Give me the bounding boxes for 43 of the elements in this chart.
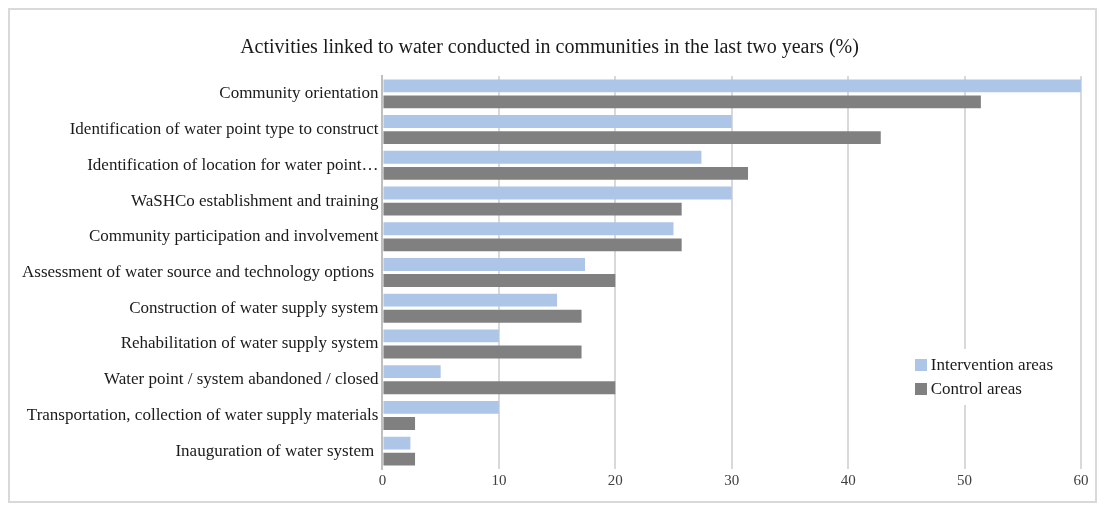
y-tick-label: Identification of water point type to construct	[69, 119, 379, 139]
bar	[383, 131, 881, 145]
bar	[383, 202, 682, 216]
legend-label: Control areas	[930, 379, 1022, 399]
bar	[383, 329, 499, 343]
x-tick-label: 10	[491, 471, 507, 488]
bar	[383, 417, 416, 430]
y-tick-label: Community orientation	[219, 83, 379, 103]
bar	[383, 95, 981, 109]
bar	[383, 293, 558, 307]
y-tick-label: Water point / system abandoned / closed	[104, 369, 379, 389]
bar	[383, 365, 441, 379]
y-tick-label: Transportation, collection of water supply materials	[26, 404, 379, 424]
bar	[383, 436, 411, 450]
y-tick-label: Rehabilitation of water supply system	[120, 333, 379, 353]
x-tick-label: 40	[840, 471, 856, 488]
y-tick-label: Assessment of water source and technology options	[22, 261, 379, 281]
bar	[383, 258, 586, 271]
x-tick-label: 0	[378, 471, 387, 488]
y-tick-label: Identification of location for water point…	[87, 154, 379, 174]
x-tick-label: 20	[607, 471, 623, 488]
y-tick-label: Community participation and involvement	[89, 226, 379, 246]
x-tick-label: 60	[1073, 471, 1089, 488]
bar	[383, 309, 582, 323]
bar	[383, 452, 416, 466]
bar	[383, 400, 499, 414]
bar	[383, 186, 732, 200]
chart-title: Activities linked to water conducted in communities in the last two years (%)	[240, 35, 859, 59]
y-tick-label: Inauguration of water system	[175, 440, 379, 460]
bar	[383, 238, 682, 252]
y-tick-label: Construction of water supply system	[129, 297, 379, 317]
x-tick-label: 30	[724, 471, 740, 488]
bar	[383, 166, 749, 180]
bar	[383, 150, 702, 164]
x-tick-label: 50	[957, 471, 973, 488]
bar	[383, 381, 616, 395]
bar	[383, 345, 582, 359]
legend-label: Intervention areas	[930, 355, 1053, 375]
y-tick-label: WaSHCo establishment and training	[130, 190, 379, 210]
bar	[383, 222, 674, 236]
bar	[383, 274, 616, 287]
bar	[383, 79, 1081, 93]
bar	[383, 115, 732, 128]
